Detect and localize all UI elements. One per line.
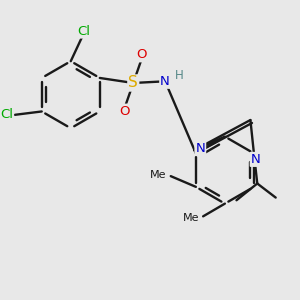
Text: H: H — [175, 69, 184, 82]
Text: N: N — [195, 142, 205, 155]
Text: Me: Me — [150, 170, 167, 180]
Text: N: N — [251, 153, 260, 166]
Text: S: S — [128, 76, 138, 91]
Text: Cl: Cl — [0, 108, 13, 121]
Text: O: O — [136, 48, 147, 61]
Text: O: O — [120, 105, 130, 118]
Text: N: N — [160, 75, 170, 88]
Text: Cl: Cl — [78, 25, 91, 38]
Text: Me: Me — [183, 213, 199, 223]
